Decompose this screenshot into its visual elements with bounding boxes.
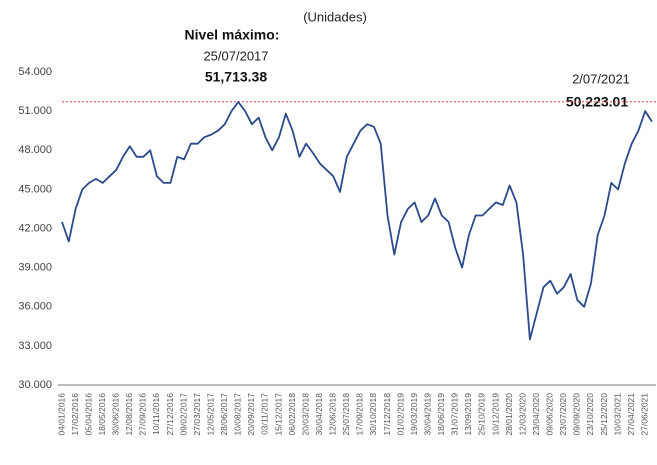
x-tick-label: 25/12/2020 bbox=[599, 393, 609, 436]
y-tick-label: 45.000 bbox=[18, 183, 52, 195]
x-tick-label: 10/12/2019 bbox=[490, 393, 500, 436]
x-tick-label: 27/12/2016 bbox=[165, 393, 175, 436]
x-tick-label: 25/10/2019 bbox=[477, 393, 487, 436]
last-date: 2/07/2021 bbox=[572, 71, 630, 86]
x-tick-label: 09/06/2020 bbox=[545, 393, 555, 436]
x-tick-label: 19/03/2019 bbox=[409, 393, 419, 436]
y-tick-label: 33.000 bbox=[18, 340, 52, 352]
y-tick-label: 30.000 bbox=[18, 379, 52, 391]
x-tick-label: 20/09/2017 bbox=[246, 393, 256, 436]
x-tick-label: 28/06/2017 bbox=[219, 393, 229, 436]
x-tick-label: 27/04/2021 bbox=[626, 393, 636, 436]
x-tick-label: 31/07/2019 bbox=[450, 393, 460, 436]
x-tick-label: 23/07/2020 bbox=[558, 393, 568, 436]
x-tick-label: 09/02/2017 bbox=[178, 393, 188, 436]
y-tick-label: 54.000 bbox=[18, 66, 52, 78]
data-line bbox=[61, 101, 653, 341]
y-tick-label: 51.000 bbox=[18, 105, 52, 117]
x-tick-label: 18/05/2016 bbox=[97, 393, 107, 436]
x-tick-label: 30/10/2018 bbox=[368, 393, 378, 436]
x-tick-label: 30/04/2018 bbox=[314, 393, 324, 436]
x-tick-label: 30/06/2016 bbox=[111, 393, 121, 436]
x-tick-label: 23/10/2020 bbox=[585, 393, 595, 436]
y-tick-label: 39.000 bbox=[18, 262, 52, 274]
x-tick-label: 12/03/2020 bbox=[517, 393, 527, 436]
x-tick-label: 15/12/2017 bbox=[273, 393, 283, 436]
x-tick-label: 27/06/2021 bbox=[639, 393, 649, 436]
x-tick-label: 18/06/2019 bbox=[436, 393, 446, 436]
x-tick-label: 03/11/2017 bbox=[260, 393, 270, 435]
x-tick-label: 04/01/2016 bbox=[56, 393, 66, 436]
x-tick-label: 17/09/2018 bbox=[355, 393, 365, 436]
x-tick-label: 28/01/2020 bbox=[504, 393, 514, 436]
x-tick-label: 25/07/2018 bbox=[341, 393, 351, 436]
last-label: 50,223.01 bbox=[566, 94, 628, 110]
x-tick-label: 12/05/2017 bbox=[205, 393, 215, 436]
y-tick-label: 42.000 bbox=[18, 222, 52, 234]
subtitle: (Unidades) bbox=[303, 9, 367, 24]
y-tick-label: 36.000 bbox=[18, 301, 52, 313]
x-tick-label: 13/09/2019 bbox=[463, 393, 473, 436]
x-tick-label: 17/12/2018 bbox=[382, 393, 392, 436]
x-tick-label: 05/04/2016 bbox=[83, 393, 93, 436]
x-tick-label: 20/03/2018 bbox=[300, 393, 310, 436]
x-tick-label: 10/11/2016 bbox=[151, 393, 161, 435]
x-tick-label: 01/02/2019 bbox=[395, 393, 405, 436]
x-tick-label: 27/03/2017 bbox=[192, 393, 202, 436]
x-tick-label: 10/03/2021 bbox=[612, 393, 622, 436]
peak-date: 25/07/2017 bbox=[203, 48, 268, 63]
x-tick-label: 06/02/2018 bbox=[287, 393, 297, 436]
x-tick-label: 12/06/2018 bbox=[328, 393, 338, 436]
x-tick-label: 17/02/2016 bbox=[70, 393, 80, 436]
x-tick-label: 09/09/2020 bbox=[572, 393, 582, 436]
x-tick-label: 10/08/2017 bbox=[233, 393, 243, 436]
x-tick-label: 12/08/2016 bbox=[124, 393, 134, 436]
annotation-title: Nivel máximo: bbox=[185, 27, 280, 43]
x-tick-label: 30/04/2019 bbox=[422, 393, 432, 436]
x-tick-label: 23/04/2020 bbox=[531, 393, 541, 436]
x-tick-label: 27/09/2016 bbox=[138, 393, 148, 436]
y-tick-label: 48.000 bbox=[18, 144, 52, 156]
peak-label: 51,713.38 bbox=[205, 69, 267, 85]
